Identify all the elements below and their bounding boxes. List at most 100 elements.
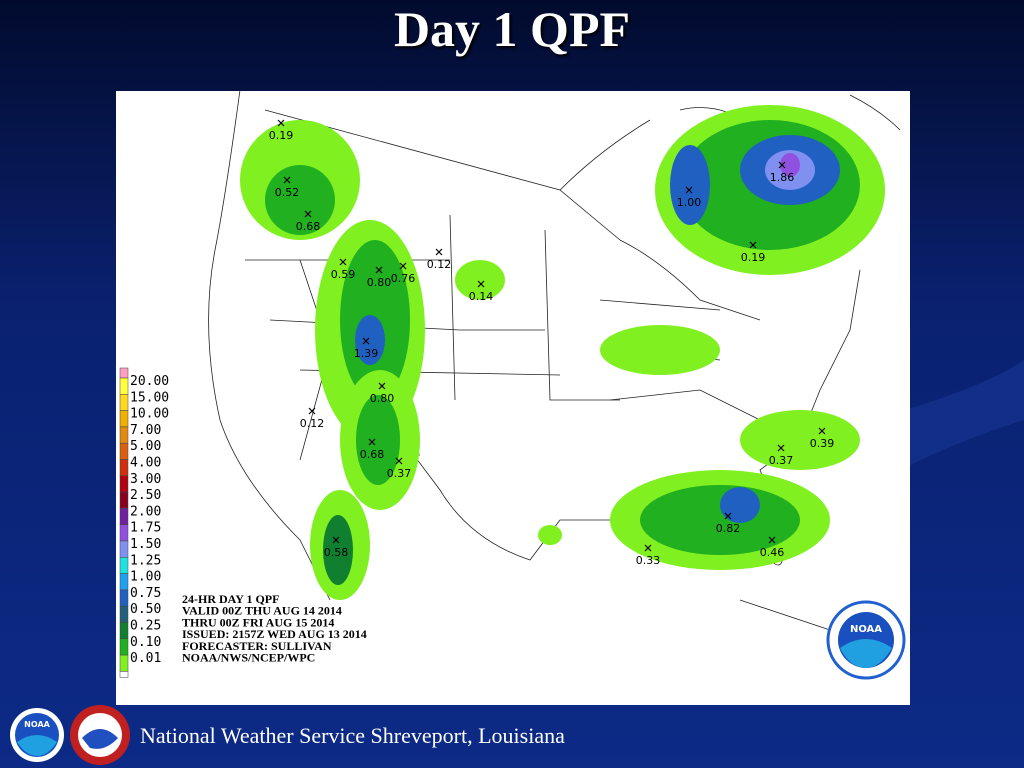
point-label: 1.39 — [354, 347, 379, 360]
forecast-point: 1.39 — [354, 337, 379, 360]
forecast-point: 0.58 — [324, 536, 349, 559]
forecast-point: 0.59 — [331, 258, 356, 281]
legend-label: 10.00 — [130, 407, 169, 422]
point-label: 0.37 — [387, 467, 412, 480]
legend-label: 3.00 — [130, 472, 161, 487]
point-label: 0.52 — [275, 186, 300, 199]
legend-swatch — [119, 475, 129, 493]
legend-swatch — [119, 367, 129, 379]
legend-label: 15.00 — [130, 390, 169, 405]
forecast-point: 0.68 — [296, 210, 320, 233]
forecast-point: 0.76 — [391, 262, 415, 285]
point-marker — [332, 536, 340, 544]
legend-label: 7.00 — [130, 423, 161, 438]
legend-label: 1.25 — [130, 553, 161, 568]
forecast-point: 0.19 — [741, 241, 765, 264]
point-label: 0.14 — [469, 290, 494, 303]
forecast-point: 0.37 — [387, 457, 412, 480]
footer-noaa-logo: NOAA — [10, 708, 64, 762]
legend-swatch — [119, 394, 129, 411]
forecast-point: 0.82 — [716, 512, 741, 535]
point-marker — [818, 427, 826, 435]
point-marker — [395, 457, 403, 465]
point-marker — [308, 407, 316, 415]
point-marker — [378, 382, 386, 390]
info-line: ISSUED: 2157Z WED AUG 13 2014 — [182, 627, 367, 641]
legend-swatch — [119, 491, 129, 509]
legend-label: 5.00 — [130, 439, 161, 454]
point-label: 1.00 — [677, 196, 702, 209]
point-marker — [435, 248, 443, 256]
point-label: 0.59 — [331, 268, 356, 281]
forecast-point: 0.46 — [760, 536, 785, 559]
legend-label: 4.00 — [130, 456, 161, 471]
legend-label: 0.75 — [130, 586, 161, 601]
forecast-point: 1.86 — [770, 161, 795, 184]
legend-label: 0.10 — [130, 635, 161, 650]
legend-swatch — [119, 638, 129, 656]
point-label: 0.80 — [367, 276, 392, 289]
point-marker — [277, 119, 285, 127]
point-label: 0.68 — [360, 448, 385, 461]
point-label: 0.80 — [370, 392, 395, 405]
legend-label: 0.50 — [130, 602, 161, 617]
map-noaa-logo: NOAA — [826, 600, 906, 680]
info-line: NOAA/NWS/NCEP/WPC — [182, 651, 315, 665]
forecast-point: 0.80 — [367, 266, 392, 289]
forecast-point: 0.14 — [469, 280, 494, 303]
legend-label: 2.50 — [130, 488, 161, 503]
legend-swatch — [119, 508, 129, 525]
footer-nws-logo — [70, 705, 130, 765]
forecast-point: 0.39 — [810, 427, 835, 450]
info-line: THRU 00Z FRI AUG 15 2014 — [182, 615, 334, 629]
forecast-point: 0.80 — [370, 382, 395, 405]
forecast-point: 0.12 — [300, 407, 325, 430]
point-label: 0.37 — [769, 454, 794, 467]
point-label: 0.19 — [269, 129, 294, 142]
legend-label: 0.01 — [130, 651, 161, 666]
point-label: 0.12 — [300, 417, 325, 430]
legend-swatch — [119, 426, 129, 444]
point-label: 0.46 — [760, 546, 785, 559]
legend-swatch — [119, 442, 129, 460]
point-marker — [685, 186, 693, 194]
point-marker — [368, 438, 376, 446]
legend-label: 0.25 — [130, 619, 161, 634]
point-marker — [644, 544, 652, 552]
info-line: 24-HR DAY 1 QPF — [182, 592, 279, 606]
legend-swatch — [119, 622, 129, 640]
legend-swatch — [119, 410, 129, 428]
point-marker — [339, 258, 347, 266]
legend-swatch — [119, 671, 129, 678]
point-marker — [768, 536, 776, 544]
footer-text: National Weather Service Shreveport, Lou… — [140, 723, 565, 748]
point-label: 1.86 — [770, 171, 795, 184]
legend-swatch — [119, 540, 129, 558]
legend-swatch — [119, 654, 129, 672]
legend-swatch — [119, 605, 129, 623]
point-marker — [283, 176, 291, 184]
point-label: 0.82 — [716, 522, 741, 535]
footer: NOAA National Weather Service Shreveport… — [10, 705, 565, 765]
legend-label: 2.00 — [130, 504, 161, 519]
legend-swatch — [119, 589, 129, 607]
legend-swatch — [119, 573, 129, 591]
point-marker — [362, 337, 370, 345]
legend-label: 20.00 — [130, 374, 169, 389]
point-marker — [778, 161, 786, 169]
footer-logo-text: NOAA — [24, 720, 50, 729]
legend-label: 1.00 — [130, 570, 161, 585]
forecast-point: 0.19 — [269, 119, 294, 142]
point-marker — [477, 280, 485, 288]
point-label: 0.58 — [324, 546, 349, 559]
legend-swatch — [119, 557, 129, 574]
point-marker — [375, 266, 383, 274]
point-marker — [749, 241, 757, 249]
point-label: 0.39 — [810, 437, 835, 450]
legend-label: 1.75 — [130, 521, 161, 536]
qpf-map: 0.190.520.680.590.80 0.760.120.141.390.80… — [116, 89, 910, 705]
